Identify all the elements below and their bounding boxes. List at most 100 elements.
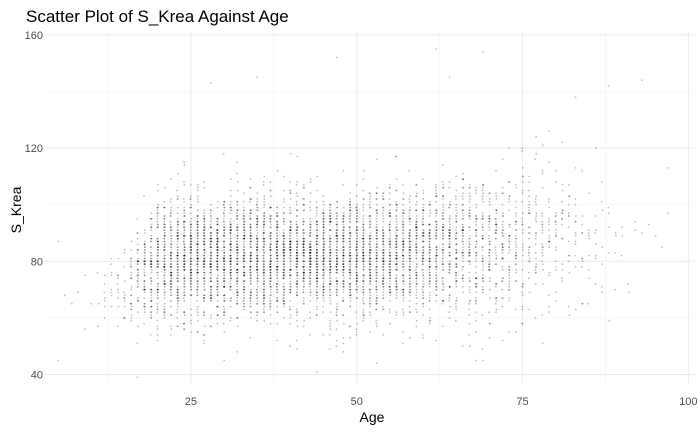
scatter-point: [170, 274, 173, 277]
scatter-point: [375, 302, 378, 305]
scatter-point: [335, 311, 338, 314]
scatter-point: [389, 232, 392, 234]
scatter-point: [468, 217, 471, 220]
scatter-point: [163, 257, 166, 260]
scatter-point: [322, 254, 325, 257]
scatter-point: [169, 254, 172, 257]
scatter-point: [256, 237, 259, 240]
scatter-point: [269, 322, 272, 325]
scatter-point: [176, 212, 179, 215]
scatter-point: [462, 257, 464, 260]
scatter-point: [475, 215, 477, 217]
scatter-point: [322, 297, 325, 299]
scatter-point: [469, 198, 471, 200]
scatter-point: [442, 232, 444, 234]
scatter-point: [362, 169, 365, 172]
scatter-point: [210, 268, 213, 271]
scatter-point: [428, 254, 431, 257]
scatter-point: [389, 251, 391, 254]
scatter-point: [335, 243, 338, 246]
scatter-point: [316, 226, 318, 229]
scatter-point: [209, 266, 212, 268]
scatter-point: [209, 263, 212, 265]
scatter-point: [229, 305, 232, 308]
scatter-point: [475, 319, 477, 322]
scatter-point: [236, 251, 239, 254]
scatter-point: [176, 237, 179, 240]
scatter-point: [137, 271, 140, 274]
scatter-point: [455, 234, 457, 237]
scatter-point: [156, 237, 159, 240]
scatter-point: [362, 311, 365, 314]
scatter-point: [170, 314, 172, 316]
scatter-point: [289, 232, 292, 234]
scatter-point: [176, 229, 179, 232]
scatter-point: [196, 246, 199, 249]
scatter-point: [276, 223, 279, 226]
scatter-point: [210, 251, 213, 254]
scatter-point: [183, 161, 186, 164]
scatter-point: [144, 260, 146, 263]
scatter-point: [202, 260, 205, 263]
scatter-point: [276, 300, 279, 302]
scatter-point: [156, 206, 159, 209]
scatter-point: [196, 220, 199, 223]
scatter-point: [422, 192, 425, 195]
scatter-point: [329, 257, 332, 260]
scatter-point: [183, 291, 186, 294]
scatter-point: [323, 203, 325, 206]
scatter-point: [322, 260, 325, 263]
scatter-point: [222, 152, 225, 155]
scatter-point: [309, 229, 312, 232]
scatter-point: [130, 314, 133, 316]
scatter-point: [475, 217, 478, 220]
scatter-point: [223, 257, 226, 260]
scatter-point: [349, 294, 352, 297]
scatter-point: [196, 240, 199, 243]
scatter-point: [196, 294, 199, 297]
scatter-point: [468, 215, 471, 217]
scatter-point: [435, 232, 437, 234]
scatter-point: [163, 274, 166, 277]
scatter-point: [169, 215, 172, 217]
scatter-point: [309, 251, 311, 254]
scatter-point: [217, 291, 219, 294]
scatter-point: [336, 260, 339, 263]
scatter-point: [295, 263, 298, 265]
scatter-point: [177, 223, 179, 226]
scatter-point: [117, 274, 120, 277]
scatter-point: [262, 268, 265, 271]
scatter-point: [402, 260, 404, 263]
scatter-point: [130, 288, 133, 291]
scatter-point: [455, 243, 458, 246]
scatter-point: [190, 249, 193, 251]
scatter-point: [170, 271, 173, 274]
scatter-point: [455, 232, 458, 234]
scatter-point: [435, 229, 438, 232]
scatter-point: [369, 271, 372, 274]
scatter-point: [243, 280, 246, 282]
scatter-point: [202, 229, 205, 232]
scatter-point: [395, 155, 398, 158]
scatter-point: [189, 266, 192, 268]
scatter-point: [143, 260, 146, 263]
scatter-point: [196, 263, 199, 265]
scatter-point: [422, 237, 425, 240]
scatter-point: [197, 232, 199, 234]
scatter-point: [163, 274, 166, 277]
scatter-point: [455, 305, 457, 308]
scatter-point: [190, 203, 192, 206]
scatter-point: [488, 229, 491, 232]
scatter-point: [289, 268, 291, 271]
scatter-point: [123, 317, 126, 319]
scatter-point: [103, 283, 106, 285]
scatter-point: [176, 234, 179, 237]
scatter-point: [428, 215, 431, 217]
scatter-point: [156, 263, 159, 265]
scatter-point: [203, 260, 206, 263]
scatter-point: [441, 280, 444, 282]
scatter-point: [223, 200, 226, 203]
scatter-point: [203, 257, 206, 260]
scatter-point: [177, 223, 180, 226]
scatter-point: [216, 305, 219, 308]
